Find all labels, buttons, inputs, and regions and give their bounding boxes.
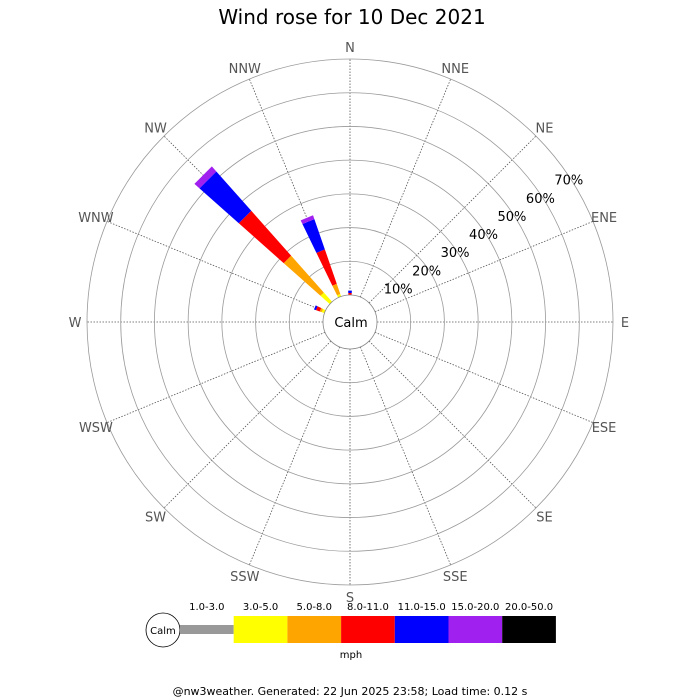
bar-nnw-5.0-8.0 — [332, 283, 341, 296]
direction-label-sw: SW — [145, 510, 166, 525]
bar-wnw-8.0-11.0 — [315, 306, 322, 312]
ring-label-40: 40% — [469, 228, 498, 243]
direction-label-n: N — [345, 41, 355, 56]
bar-nnw-8.0-11.0 — [316, 249, 337, 286]
direction-labels: N NNE NE ENE E ESE SE SSE S SSW SW WSW W WNW NW NNW — [69, 41, 630, 606]
legend-label-20.0-50.0: 20.0-50.0 — [505, 602, 553, 613]
calm-center: Calm — [322, 294, 378, 350]
bar-nnw-15.0-20.0 — [300, 215, 315, 225]
bar-nnw-11.0-15.0 — [302, 219, 325, 253]
ring-label-70: 70% — [554, 174, 583, 189]
bar-nw-5.0-8.0 — [283, 255, 324, 296]
direction-label-se: SE — [536, 510, 552, 525]
direction-label-s: S — [346, 591, 354, 606]
wind-bars — [194, 166, 352, 314]
legend-label-11.0-15.0: 11.0-15.0 — [398, 602, 446, 613]
direction-label-e: E — [621, 316, 629, 331]
spoke-sse — [359, 346, 452, 566]
ring-label-50: 50% — [497, 210, 526, 225]
bar-n-8.0-11.0 — [348, 293, 352, 296]
spoke-ese — [374, 331, 594, 424]
footer-text: @nw3weather. Generated: 22 Jun 2025 23:5… — [173, 685, 528, 698]
ring-label-30: 30% — [441, 246, 470, 261]
legend-label-5.0-8.0: 5.0-8.0 — [297, 602, 332, 613]
spoke-wnw — [106, 220, 326, 313]
legend-label-15.0-20.0: 15.0-20.0 — [451, 602, 499, 613]
bar-wnw-5.0-8.0 — [319, 307, 323, 313]
chart-title: Wind rose for 10 Dec 2021 — [218, 5, 485, 29]
ring-label-20: 20% — [412, 264, 441, 279]
direction-label-ese: ESE — [592, 421, 617, 436]
bar-nw-11.0-15.0 — [199, 171, 252, 224]
direction-label-nw: NW — [144, 122, 167, 137]
calm-label: Calm — [334, 316, 367, 331]
spoke-sw — [163, 340, 332, 509]
spoke-ne — [368, 135, 537, 304]
spoke-wsw — [106, 331, 326, 424]
ring-label-60: 60% — [526, 192, 555, 207]
ring-70 — [86, 58, 614, 586]
direction-label-ssw: SSW — [230, 570, 260, 585]
ring-20 — [255, 227, 445, 417]
speed-legend: Calm mph 1.0-3.0 3.0-5.0 5.0-8.0 8.0-11.0 11… — [145, 602, 556, 661]
direction-label-sse: SSE — [443, 570, 468, 585]
legend-swatch-11.0-15.0 — [394, 616, 449, 643]
ring-40 — [187, 159, 513, 485]
spoke-se — [368, 340, 537, 509]
direction-label-ne: NE — [535, 122, 553, 137]
bar-n-11.0-15.0 — [348, 290, 352, 294]
bar-nw-15.0-20.0 — [194, 166, 217, 189]
ring-60 — [120, 92, 580, 552]
spoke-ene — [374, 220, 594, 313]
direction-label-wsw: WSW — [79, 421, 113, 436]
direction-label-w: W — [69, 316, 82, 331]
legend-calm-label: Calm — [150, 626, 176, 637]
direction-label-ene: ENE — [591, 211, 617, 226]
legend-unit-label: mph — [340, 650, 362, 661]
direction-label-wnw: WNW — [78, 211, 114, 226]
legend-swatch-8.0-11.0 — [341, 616, 395, 643]
bar-nw-8.0-11.0 — [238, 210, 292, 264]
calm-circle — [322, 294, 378, 350]
legend-swatch-20.0-50.0 — [502, 616, 556, 643]
direction-label-nne: NNE — [441, 62, 469, 77]
spoke-nne — [359, 78, 452, 298]
bar-nw-3.0-5.0 — [320, 292, 333, 305]
ring-50 — [154, 126, 546, 518]
ring-label-10: 10% — [384, 282, 413, 297]
ring-30 — [221, 193, 479, 451]
legend-swatch-5.0-8.0 — [287, 616, 342, 643]
legend-label-1.0-3.0: 1.0-3.0 — [189, 602, 224, 613]
percentage-rings — [86, 58, 614, 586]
legend-swatch-3.0-5.0 — [233, 616, 288, 643]
ring-labels: 10% 20%30% 40% 50%60% 70% — [384, 174, 584, 298]
legend-swatch-15.0-20.0 — [448, 616, 503, 643]
bar-wnw-11.0-15.0 — [313, 305, 318, 311]
legend-label-3.0-5.0: 3.0-5.0 — [243, 602, 278, 613]
legend-swatch-1.0-3.0 — [180, 625, 234, 634]
ring-10 — [288, 260, 412, 384]
spoke-ssw — [248, 346, 341, 566]
direction-label-nnw: NNW — [229, 62, 261, 77]
legend-label-8.0-11.0: 8.0-11.0 — [347, 602, 389, 613]
